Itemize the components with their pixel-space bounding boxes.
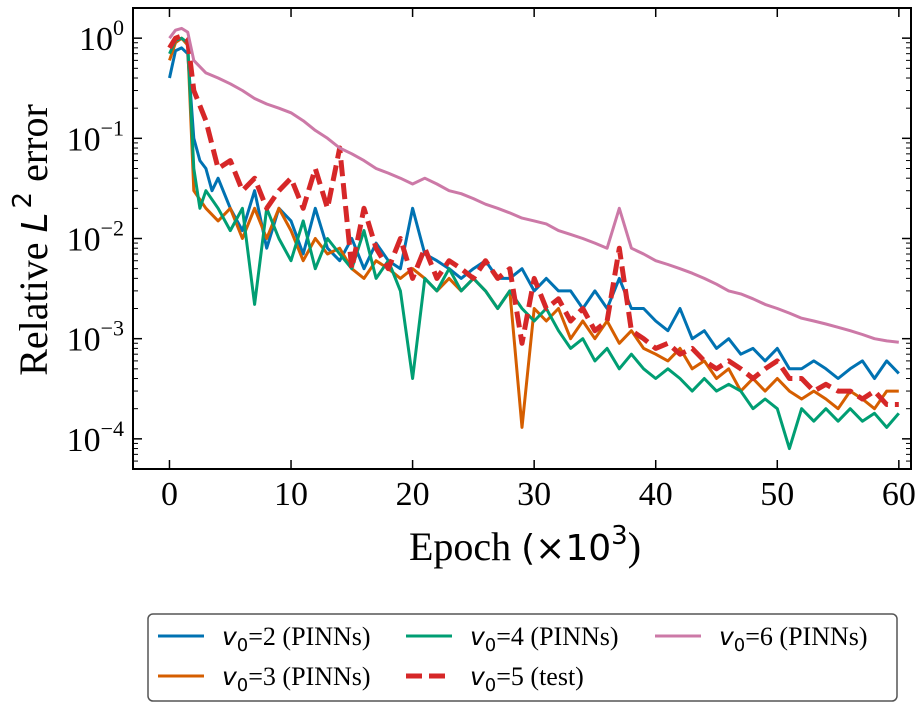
legend-label: v0=5 (test) bbox=[470, 662, 584, 696]
y-tick-label: 10−3 bbox=[67, 316, 124, 359]
legend-item-1: v0=2 (PINNs) bbox=[158, 622, 371, 656]
y-axis-label-suffix: error bbox=[11, 104, 56, 182]
legend-label: v0=3 (PINNs) bbox=[222, 662, 371, 696]
y-axis-label-var: L bbox=[15, 212, 56, 232]
x-tick-label: 50 bbox=[760, 476, 794, 513]
legend-label: v0=6 (PINNs) bbox=[719, 622, 868, 656]
legend-label: v0=4 (PINNs) bbox=[470, 622, 619, 656]
legend-label: v0=2 (PINNs) bbox=[222, 622, 371, 656]
series-line-1 bbox=[168, 46, 900, 380]
x-tick-label: 40 bbox=[639, 476, 673, 513]
legend-item-5: v0=6 (PINNs) bbox=[655, 622, 868, 656]
x-axis-label-text: Epoch bbox=[409, 524, 511, 569]
y-axis-label-prefix: Relative bbox=[11, 243, 56, 376]
x-tick-label: 60 bbox=[882, 476, 916, 513]
legend-item-2: v0=3 (PINNs) bbox=[158, 662, 371, 696]
series-line-4 bbox=[167, 33, 899, 407]
x-axis-label: Epoch (×103) bbox=[409, 521, 641, 569]
legend: v0=2 (PINNs) v0=3 (PINNs) v0=4 (PINNs) v0=5… bbox=[147, 613, 898, 702]
x-tick-label: 0 bbox=[161, 476, 178, 513]
plot-area-frame bbox=[132, 7, 912, 470]
legend-item-4: v0=5 (test) bbox=[406, 662, 584, 696]
series-layer bbox=[167, 26, 900, 451]
series-line-5 bbox=[168, 26, 899, 344]
legend-box bbox=[147, 613, 898, 702]
y-axis-label-exp: 2 bbox=[8, 192, 38, 209]
x-axis-label-unit: (×10 bbox=[521, 528, 611, 569]
x-axis-label-unit-exp: 3 bbox=[611, 521, 628, 551]
x-tick-label: 20 bbox=[396, 476, 430, 513]
y-tick-label: 10−1 bbox=[67, 115, 124, 158]
x-axis-ticks: 0 10 20 30 40 50 60 bbox=[161, 8, 916, 513]
series-line-3 bbox=[168, 36, 900, 451]
legend-item-3: v0=4 (PINNs) bbox=[406, 622, 619, 656]
y-axis-ticks: 100 10−1 10−2 10−3 10−4 bbox=[67, 7, 911, 470]
x-tick-label: 10 bbox=[274, 476, 308, 513]
y-tick-label: 10−4 bbox=[67, 416, 124, 459]
y-tick-label: 100 bbox=[79, 15, 124, 58]
y-axis-label: Relative L 2 error bbox=[8, 104, 56, 376]
series-line-2 bbox=[168, 36, 899, 429]
x-axis-label-unit-close: ) bbox=[628, 524, 641, 569]
y-tick-label: 10−2 bbox=[67, 216, 124, 259]
x-tick-label: 30 bbox=[517, 476, 551, 513]
